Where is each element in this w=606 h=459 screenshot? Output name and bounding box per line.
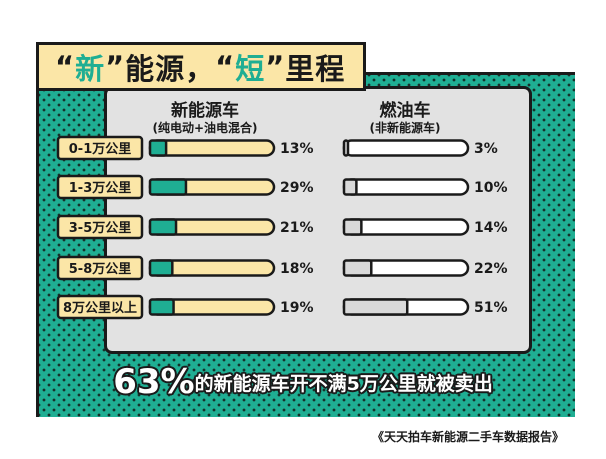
ice-value-label: 10%	[474, 180, 508, 196]
ice-value-label: 51%	[474, 300, 508, 316]
ice-value-label: 22%	[474, 261, 508, 277]
ev-bar	[148, 259, 174, 277]
ev-column-title: 新能源车	[171, 101, 239, 121]
ev-bar	[148, 218, 178, 236]
ev-value-label: 13%	[280, 141, 314, 157]
source-note: 《天天拍车新能源二手车数据报告》	[371, 430, 564, 444]
ev-bar	[148, 178, 188, 196]
ice-value-label: 14%	[474, 220, 508, 236]
ev-value-label: 19%	[280, 300, 314, 316]
ice-bar	[342, 259, 373, 277]
category-label-box	[56, 174, 144, 200]
category-label: 1-3万公里	[69, 181, 132, 196]
ice-bar	[342, 298, 409, 316]
category-label: 5-8万公里	[69, 262, 132, 277]
title-quote: ”	[105, 49, 126, 84]
ev-value-label: 29%	[280, 180, 314, 196]
title-word-new: 新	[75, 51, 106, 86]
page-title: “新” 能源， “短” 里程	[36, 42, 366, 91]
headline-text: 的新能源车开不满5万公里就被卖出	[194, 373, 493, 395]
headline-percent: 63%	[113, 362, 195, 402]
category-label-box	[56, 294, 144, 320]
headline: 63%的新能源车开不满5万公里就被卖出	[0, 362, 606, 402]
ev-bar	[148, 298, 175, 316]
ev-column-header: 新能源车 (纯电动+油电混合)	[140, 101, 270, 136]
category-label: 0-1万公里	[69, 142, 132, 157]
title-quote: ”	[265, 49, 286, 84]
ice-bar-track	[342, 139, 470, 157]
ice-column-title: 燃油车	[379, 101, 431, 121]
ev-value-label: 18%	[280, 261, 314, 277]
ice-column-subtitle: (非新能源车)	[369, 121, 441, 135]
ev-value-label: 21%	[280, 220, 314, 236]
ice-bar	[342, 139, 350, 157]
category-label: 8万公里以上	[63, 301, 137, 316]
title-word-short: 短	[235, 51, 266, 86]
title-mid: 能源，	[125, 51, 216, 86]
ev-bar	[148, 139, 168, 157]
ev-column-subtitle: (纯电动+油电混合)	[152, 121, 258, 135]
title-tail: 里程	[285, 51, 346, 86]
ice-bar	[342, 218, 363, 236]
ice-column-header: 燃油车 (非新能源车)	[345, 101, 465, 136]
category-label-box	[56, 135, 144, 161]
title-quote: “	[55, 49, 76, 84]
ice-bar-track	[342, 178, 470, 196]
ice-bar	[342, 178, 358, 196]
category-label-box	[56, 255, 144, 281]
title-quote: “	[215, 49, 236, 84]
ice-value-label: 3%	[474, 141, 498, 157]
category-label-box	[56, 214, 144, 240]
category-label: 3-5万公里	[69, 221, 132, 236]
ev-bar-track	[148, 139, 276, 157]
